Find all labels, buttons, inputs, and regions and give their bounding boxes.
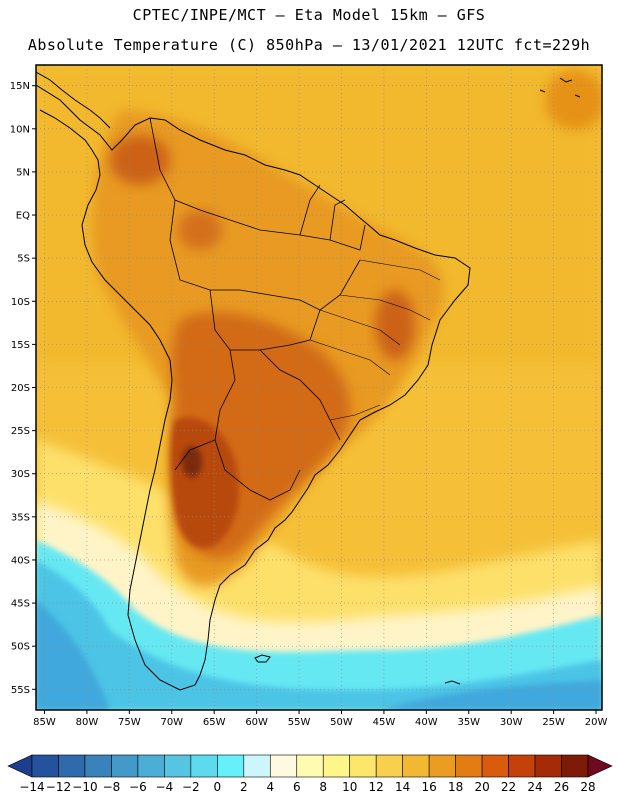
colorbar-label: 26 [554,780,569,794]
colorbar-label: 16 [422,780,437,794]
colorbar-swatch [296,754,324,778]
map-title-line2: Absolute Temperature (C) 850hPa – 13/01/… [27,36,591,54]
lat-label: 15S [11,340,30,351]
colorbar-swatch [481,754,509,778]
colorbar [7,754,613,778]
lat-label: 45S [11,599,30,610]
colorbar-label: 8 [319,780,327,794]
colorbar-label: 18 [448,780,463,794]
central-america-coast [36,71,111,129]
lon-label: 70W [160,717,183,728]
colorbar-swatch [455,754,483,778]
colorbar-min-arrow [7,754,33,778]
colorbar-labels: −14 −12 −10 −8 −6 −4 −2 0 2 4 6 8 10 12 14 16 18 20 22 24 26… [19,780,595,794]
lon-label: 50W [330,717,353,728]
lat-label: 30S [11,469,30,480]
south-america-coast [36,84,471,691]
south-georgia [444,680,461,685]
colorbar-label: 4 [266,780,274,794]
lon-label: 60W [245,717,268,728]
colorbar-swatch [402,754,430,778]
colorbar-label: −4 [156,780,174,794]
caribbean-islands [539,77,581,98]
lon-label: 40W [415,717,438,728]
lat-label: 5N [16,167,30,178]
falkland-islands [254,654,271,663]
colorbar-label: −6 [129,780,147,794]
lat-label: 10S [11,297,30,308]
colorbar-swatch [243,754,271,778]
colorbar-swatch [349,754,377,778]
colorbar-swatch [31,754,59,778]
field-hottest-spot [182,446,202,478]
colorbar-label: 10 [342,780,357,794]
lon-label: 85W [33,717,56,728]
lon-label: 65W [203,717,226,728]
lat-label: 25S [11,426,30,437]
colorbar-swatch [561,754,589,778]
colorbar-label: −12 [46,780,71,794]
temperature-field [36,65,602,710]
colorbar-label: 24 [527,780,542,794]
lon-label: 75W [118,717,141,728]
lat-label: 5S [17,254,30,265]
colorbar-swatch [190,754,218,778]
lat-label: EQ [16,211,30,222]
lon-label: 80W [76,717,99,728]
colorbar-swatch [58,754,86,778]
colorbar-max-arrow [587,754,613,778]
lon-label: 25W [542,717,565,728]
brazil-states [309,259,441,421]
colorbar-swatch [111,754,139,778]
colorbar-label: 20 [474,780,489,794]
lon-label: 45W [373,717,396,728]
lat-label: 20S [11,383,30,394]
colorbar-swatch [534,754,562,778]
colorbar-label: −14 [19,780,44,794]
colorbar-swatch [84,754,112,778]
lon-label: 35W [457,717,480,728]
lat-label: 55S [11,685,30,696]
lon-label: 30W [500,717,523,728]
lat-label: 15N [10,81,30,92]
colorbar-label: −2 [182,780,200,794]
colorbar-label: 14 [395,780,410,794]
lat-label: 10N [10,124,30,135]
colorbar-label: 22 [501,780,516,794]
colorbar-label: 6 [293,780,301,794]
colorbar-swatch [375,754,403,778]
map-title-line1: CPTEC/INPE/MCT – Eta Model 15km – GFS [132,6,486,24]
colorbar-swatch [269,754,298,778]
colorbar-label: 0 [214,780,222,794]
country-borders [149,117,366,501]
lat-label: 50S [11,642,30,653]
colorbar-swatch [508,754,536,778]
lat-label: 35S [11,512,30,523]
colorbar-label: 2 [240,780,248,794]
lon-label: 55W [288,717,311,728]
coastlines [36,71,581,691]
colorbar-label: −10 [72,780,97,794]
lat-label: 40S [11,555,30,566]
colorbar-label: −8 [103,780,121,794]
colorbar-label: 12 [369,780,384,794]
field-blue-patch [36,600,110,710]
colorbar-swatch [322,754,351,778]
colorbar-label: 28 [580,780,595,794]
latitude-labels: 15N 10N 5N EQ 5S 10S 15S 20S 25S 30S 35S 40S 45S 50S 5… [10,81,36,696]
colorbar-swatch [428,754,456,778]
longitude-labels: 85W 80W 75W 70W 65W 60W 55W 50W 45W 40W 35W 30W 25W 2… [33,710,607,728]
lon-label: 20W [585,717,608,728]
colorbar-swatch [164,754,192,778]
colorbar-swatch [137,754,165,778]
colorbar-swatch [217,754,245,778]
